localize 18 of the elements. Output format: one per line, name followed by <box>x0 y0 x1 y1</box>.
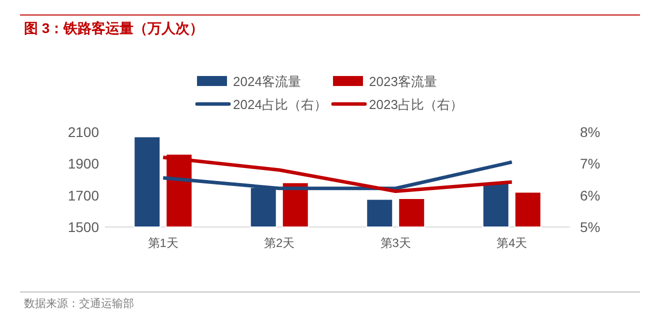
chart-title: 图 3：铁路客运量（万人次） <box>24 20 204 36</box>
legend-label: 2024客流量 <box>233 74 301 89</box>
y2-tick-label: 6% <box>580 187 600 204</box>
x-tick-label: 第3天 <box>380 236 411 250</box>
y2-tick-label: 8% <box>580 124 600 140</box>
y2-tick-label: 7% <box>580 156 600 172</box>
legend-label: 2024占比（右） <box>233 97 327 112</box>
y2-tick-label: 5% <box>580 219 600 235</box>
legend-label: 2023占比（右） <box>369 97 463 112</box>
x-tick-label: 第4天 <box>496 236 528 250</box>
y-tick-label: 1500 <box>68 219 100 235</box>
y-tick-label: 1700 <box>68 187 100 204</box>
x-tick-label: 第2天 <box>264 236 295 250</box>
legend-label: 2023客流量 <box>369 74 437 89</box>
source-note: 数据来源：交通运输部 <box>24 297 134 310</box>
y-tick-label: 2100 <box>68 124 100 140</box>
x-tick-label: 第1天 <box>148 236 178 250</box>
y-tick-label: 1900 <box>68 156 100 172</box>
